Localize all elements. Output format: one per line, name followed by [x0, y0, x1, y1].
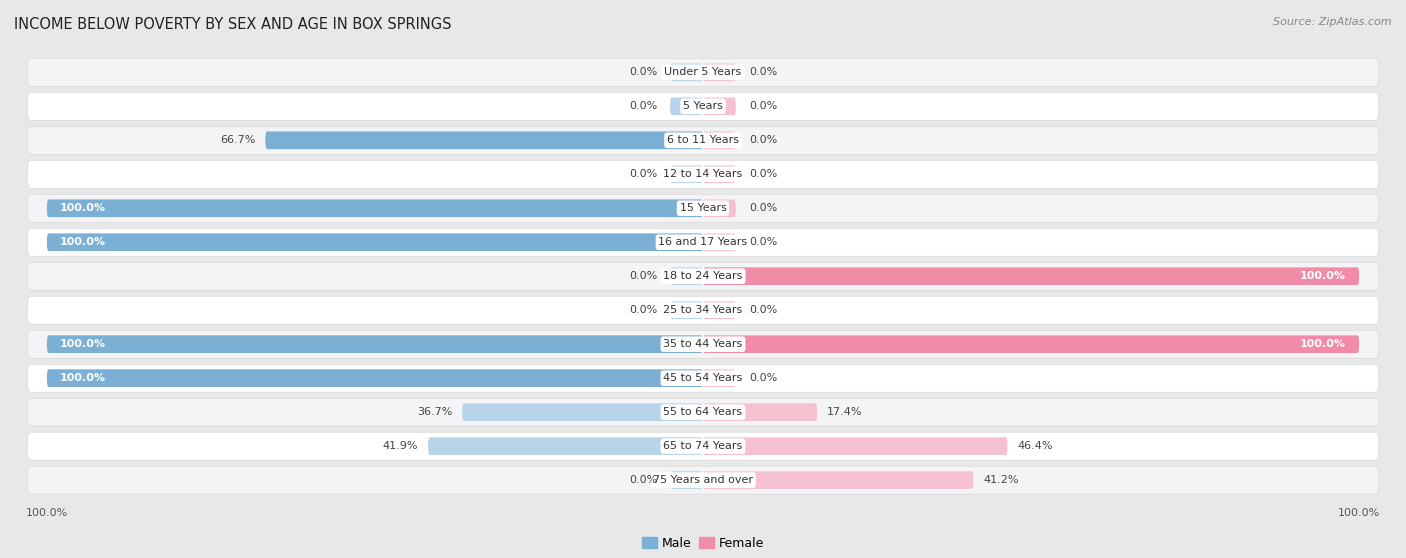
Text: 0.0%: 0.0% [749, 373, 778, 383]
FancyBboxPatch shape [703, 199, 735, 217]
Text: 55 to 64 Years: 55 to 64 Years [664, 407, 742, 417]
FancyBboxPatch shape [27, 160, 1379, 188]
FancyBboxPatch shape [27, 364, 1379, 392]
Text: 0.0%: 0.0% [628, 102, 657, 111]
Text: 0.0%: 0.0% [628, 169, 657, 179]
Text: 100.0%: 100.0% [60, 203, 105, 213]
FancyBboxPatch shape [703, 64, 735, 81]
Text: 25 to 34 Years: 25 to 34 Years [664, 305, 742, 315]
Text: 0.0%: 0.0% [628, 475, 657, 485]
FancyBboxPatch shape [27, 93, 1379, 120]
Text: 0.0%: 0.0% [749, 305, 778, 315]
FancyBboxPatch shape [671, 98, 703, 115]
Text: 17.4%: 17.4% [827, 407, 862, 417]
FancyBboxPatch shape [703, 98, 735, 115]
FancyBboxPatch shape [27, 398, 1379, 426]
Text: 18 to 24 Years: 18 to 24 Years [664, 271, 742, 281]
Text: 100.0%: 100.0% [60, 373, 105, 383]
Text: 66.7%: 66.7% [221, 135, 256, 145]
Text: 0.0%: 0.0% [749, 102, 778, 111]
Text: 41.9%: 41.9% [382, 441, 418, 451]
FancyBboxPatch shape [703, 165, 735, 183]
Text: 46.4%: 46.4% [1018, 441, 1053, 451]
Text: 5 Years: 5 Years [683, 102, 723, 111]
FancyBboxPatch shape [703, 233, 735, 251]
Text: 100.0%: 100.0% [1301, 271, 1346, 281]
FancyBboxPatch shape [671, 64, 703, 81]
FancyBboxPatch shape [266, 132, 703, 149]
Legend: Male, Female: Male, Female [637, 532, 769, 555]
FancyBboxPatch shape [463, 403, 703, 421]
Text: 0.0%: 0.0% [749, 135, 778, 145]
Text: 0.0%: 0.0% [749, 203, 778, 213]
FancyBboxPatch shape [703, 403, 817, 421]
FancyBboxPatch shape [46, 199, 703, 217]
Text: 15 Years: 15 Years [679, 203, 727, 213]
Text: 0.0%: 0.0% [628, 305, 657, 315]
Text: 100.0%: 100.0% [60, 237, 105, 247]
Text: 16 and 17 Years: 16 and 17 Years [658, 237, 748, 247]
FancyBboxPatch shape [46, 233, 703, 251]
Text: 0.0%: 0.0% [749, 68, 778, 78]
Text: 0.0%: 0.0% [749, 237, 778, 247]
Text: 35 to 44 Years: 35 to 44 Years [664, 339, 742, 349]
FancyBboxPatch shape [703, 437, 1008, 455]
FancyBboxPatch shape [46, 369, 703, 387]
Text: Source: ZipAtlas.com: Source: ZipAtlas.com [1274, 17, 1392, 27]
FancyBboxPatch shape [703, 472, 973, 489]
Text: 41.2%: 41.2% [983, 475, 1019, 485]
Text: Under 5 Years: Under 5 Years [665, 68, 741, 78]
Text: 45 to 54 Years: 45 to 54 Years [664, 373, 742, 383]
FancyBboxPatch shape [703, 267, 1360, 285]
Text: INCOME BELOW POVERTY BY SEX AND AGE IN BOX SPRINGS: INCOME BELOW POVERTY BY SEX AND AGE IN B… [14, 17, 451, 32]
FancyBboxPatch shape [27, 228, 1379, 256]
FancyBboxPatch shape [46, 335, 703, 353]
FancyBboxPatch shape [671, 165, 703, 183]
FancyBboxPatch shape [703, 132, 735, 149]
Text: 100.0%: 100.0% [60, 339, 105, 349]
Text: 6 to 11 Years: 6 to 11 Years [666, 135, 740, 145]
FancyBboxPatch shape [671, 472, 703, 489]
FancyBboxPatch shape [703, 301, 735, 319]
FancyBboxPatch shape [703, 369, 735, 387]
FancyBboxPatch shape [671, 301, 703, 319]
FancyBboxPatch shape [27, 432, 1379, 460]
Text: 0.0%: 0.0% [749, 169, 778, 179]
FancyBboxPatch shape [27, 126, 1379, 154]
FancyBboxPatch shape [27, 59, 1379, 86]
FancyBboxPatch shape [427, 437, 703, 455]
Text: 12 to 14 Years: 12 to 14 Years [664, 169, 742, 179]
Text: 0.0%: 0.0% [628, 68, 657, 78]
FancyBboxPatch shape [671, 267, 703, 285]
Text: 100.0%: 100.0% [1301, 339, 1346, 349]
FancyBboxPatch shape [27, 330, 1379, 358]
Text: 0.0%: 0.0% [628, 271, 657, 281]
FancyBboxPatch shape [27, 466, 1379, 494]
FancyBboxPatch shape [27, 194, 1379, 222]
FancyBboxPatch shape [703, 335, 1360, 353]
Text: 36.7%: 36.7% [418, 407, 453, 417]
FancyBboxPatch shape [27, 296, 1379, 324]
Text: 65 to 74 Years: 65 to 74 Years [664, 441, 742, 451]
FancyBboxPatch shape [27, 262, 1379, 290]
Text: 75 Years and over: 75 Years and over [652, 475, 754, 485]
